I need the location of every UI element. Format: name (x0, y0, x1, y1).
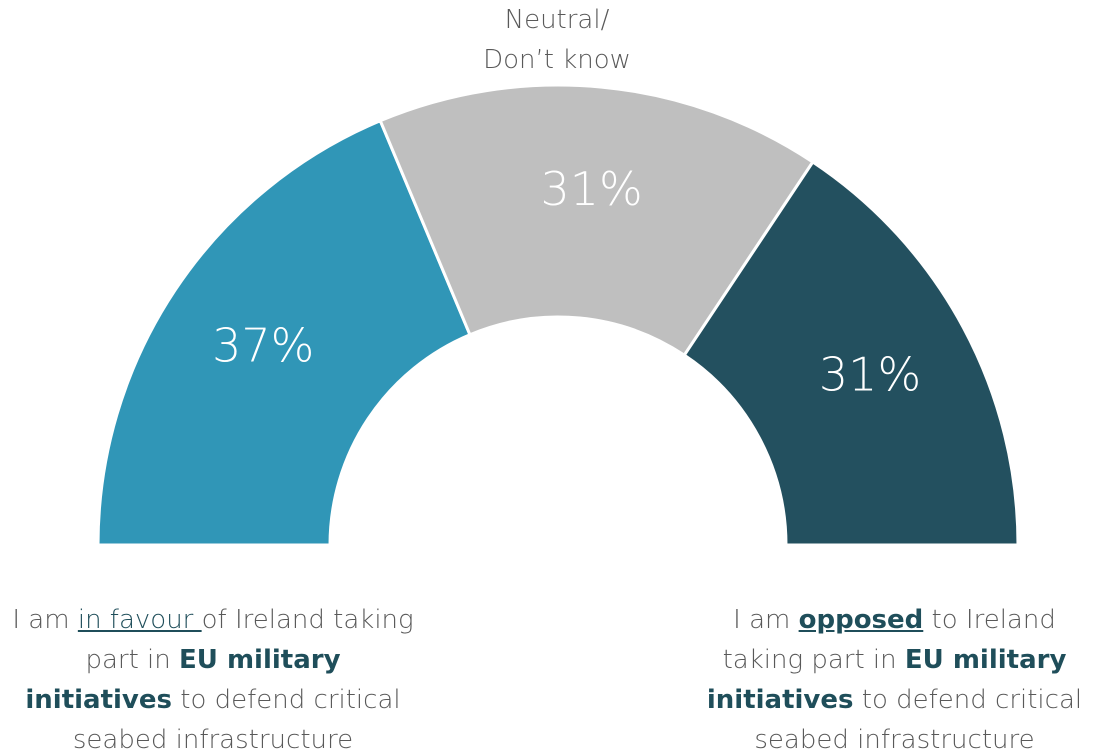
label-part: EU military initiatives (25, 645, 341, 715)
label-part: EU military initiatives (706, 645, 1067, 715)
label-part: to defend critical seabed infrastructure (72, 685, 401, 755)
label-part: Don’t know (483, 45, 631, 75)
segment-label: I am opposed to Ireland taking part in E… (692, 600, 1097, 755)
value-label: 31% (541, 162, 643, 216)
value-label: 37% (212, 318, 314, 372)
label-part: opposed (798, 605, 924, 635)
segment-label: I am in favour of Ireland taking part in… (8, 600, 418, 755)
label-part: Neutral/ (504, 5, 610, 35)
label-part: in favour (77, 605, 202, 635)
segment (682, 159, 1020, 547)
label-part: of Ireland taking part in (85, 605, 414, 675)
label-part: I am (733, 605, 799, 635)
value-label: 31% (819, 347, 921, 401)
label-part: to defend critical seabed infrastructure (754, 685, 1083, 755)
segment-label: Neutral/Don’t know (407, 0, 707, 80)
segment (378, 83, 815, 358)
label-part: I am (12, 605, 78, 635)
label-part: to Ireland taking part in (722, 605, 1056, 675)
segment (96, 118, 472, 547)
